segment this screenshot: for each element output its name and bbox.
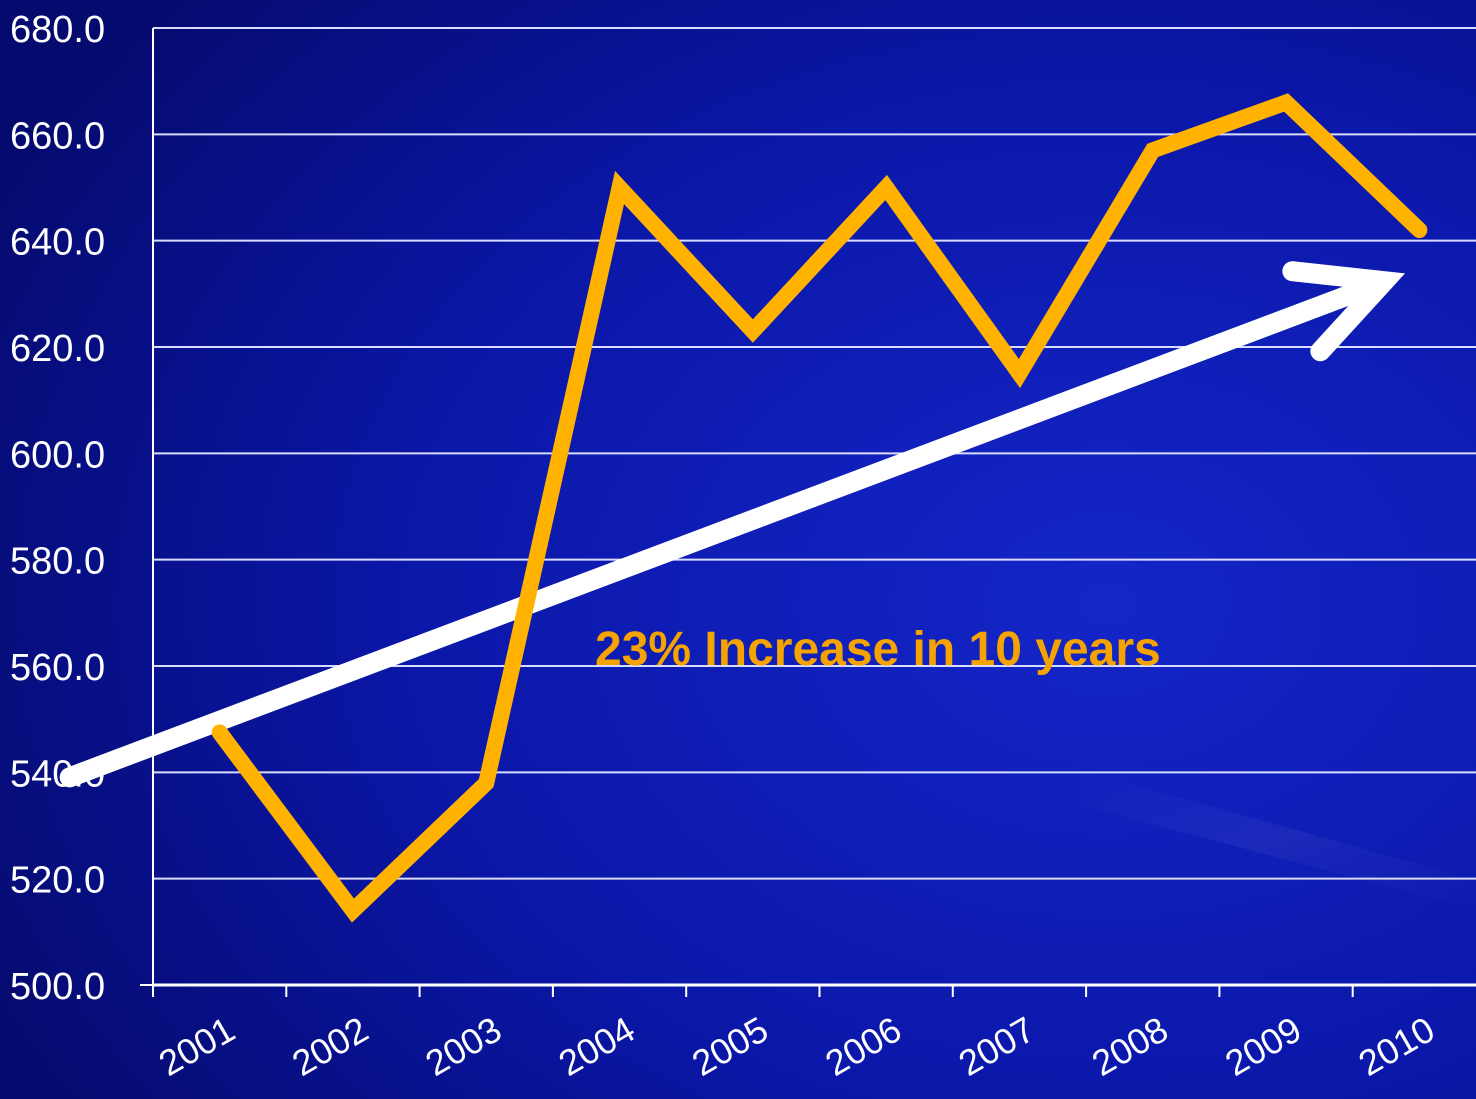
trend-arrow-shaft xyxy=(59,279,1375,788)
y-tick-520.0: 520.0 xyxy=(10,860,105,902)
data-point-2006 xyxy=(883,184,890,191)
y-tick-680.0: 680.0 xyxy=(10,9,105,51)
data-point-2008 xyxy=(1149,147,1156,154)
series-line-0 xyxy=(211,93,1428,923)
trend-arrow xyxy=(59,261,1406,788)
series-layer xyxy=(211,93,1428,923)
axes xyxy=(140,28,1476,997)
data-point-2001 xyxy=(216,729,223,736)
y-tick-640.0: 640.0 xyxy=(10,222,105,264)
increase-annotation: 23% Increase in 10 years xyxy=(595,623,1161,676)
data-point-2003 xyxy=(483,779,490,786)
data-point-2004 xyxy=(616,184,623,191)
data-point-2002 xyxy=(349,907,356,914)
y-tick-labels: 500.0520.0540.0560.0580.0600.0620.0640.0… xyxy=(10,9,105,1008)
y-tick-620.0: 620.0 xyxy=(10,328,105,370)
background-sheen xyxy=(1080,770,1476,910)
y-tick-560.0: 560.0 xyxy=(10,647,105,689)
data-point-2005 xyxy=(749,328,756,335)
data-point-2010 xyxy=(1416,227,1423,234)
y-tick-600.0: 600.0 xyxy=(10,434,105,476)
data-point-2009 xyxy=(1283,99,1290,106)
y-tick-500.0: 500.0 xyxy=(10,966,105,1008)
data-point-2007 xyxy=(1016,370,1023,377)
trend-arrow-head xyxy=(1282,261,1406,362)
y-tick-580.0: 580.0 xyxy=(10,541,105,583)
y-tick-660.0: 660.0 xyxy=(10,115,105,157)
